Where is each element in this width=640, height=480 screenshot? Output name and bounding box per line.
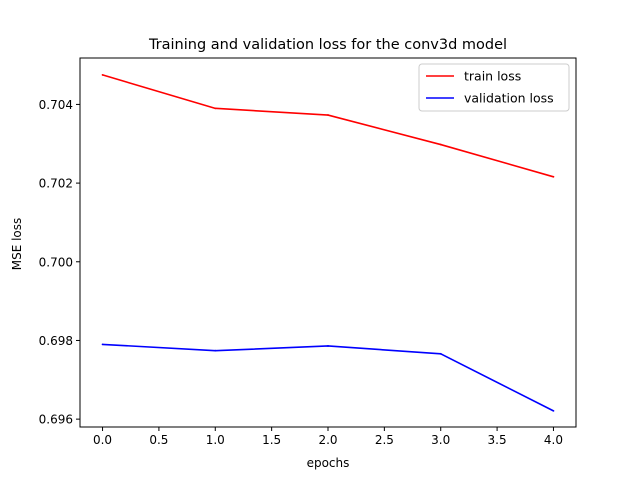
y-axis-label: MSE loss <box>10 218 24 271</box>
train-loss-point <box>327 114 329 116</box>
validation-loss-point <box>327 345 329 347</box>
x-tick-label: 1.0 <box>206 433 225 447</box>
series-lines <box>101 74 555 412</box>
x-tick-label: 2.5 <box>375 433 394 447</box>
x-tick-label: 1.5 <box>262 433 281 447</box>
validation-loss-legend-label: validation loss <box>464 91 554 106</box>
legend-box <box>418 63 570 112</box>
y-tick-label: 0.704 <box>39 98 73 112</box>
x-axis-ticks: 0.0 0.5 1.0 1.5 2.0 2.5 3.0 3.5 4.0 <box>93 427 563 447</box>
y-tick-label: 0.696 <box>39 413 73 427</box>
y-tick-label: 0.700 <box>39 255 73 269</box>
x-tick-label: 0.0 <box>93 433 112 447</box>
train-loss-legend-label: train loss <box>464 69 521 84</box>
validation-loss-point <box>439 352 442 355</box>
x-tick-label: 3.0 <box>431 433 450 447</box>
validation-loss-line <box>102 343 554 412</box>
y-axis-ticks: 0.696 0.698 0.700 0.702 0.704 <box>39 98 80 427</box>
y-tick-label: 0.698 <box>39 334 73 348</box>
chart-title: Training and validation loss for the con… <box>148 37 507 53</box>
x-tick-label: 3.5 <box>488 433 507 447</box>
validation-loss-point <box>552 409 555 412</box>
y-tick-label: 0.702 <box>39 177 73 191</box>
x-axis-label: epochs <box>307 456 350 470</box>
train-loss-point <box>214 107 217 110</box>
train-loss-point <box>101 74 104 76</box>
x-tick-label: 4.0 <box>544 433 563 447</box>
x-tick-label: 2.0 <box>318 433 337 447</box>
x-tick-label: 0.5 <box>149 433 168 447</box>
validation-loss-point <box>101 343 104 346</box>
axes-frame <box>79 57 577 428</box>
validation-loss-point <box>214 349 217 352</box>
train-loss-point <box>552 175 555 178</box>
train-loss-point <box>439 143 442 146</box>
legend: train loss validation loss <box>418 63 570 112</box>
